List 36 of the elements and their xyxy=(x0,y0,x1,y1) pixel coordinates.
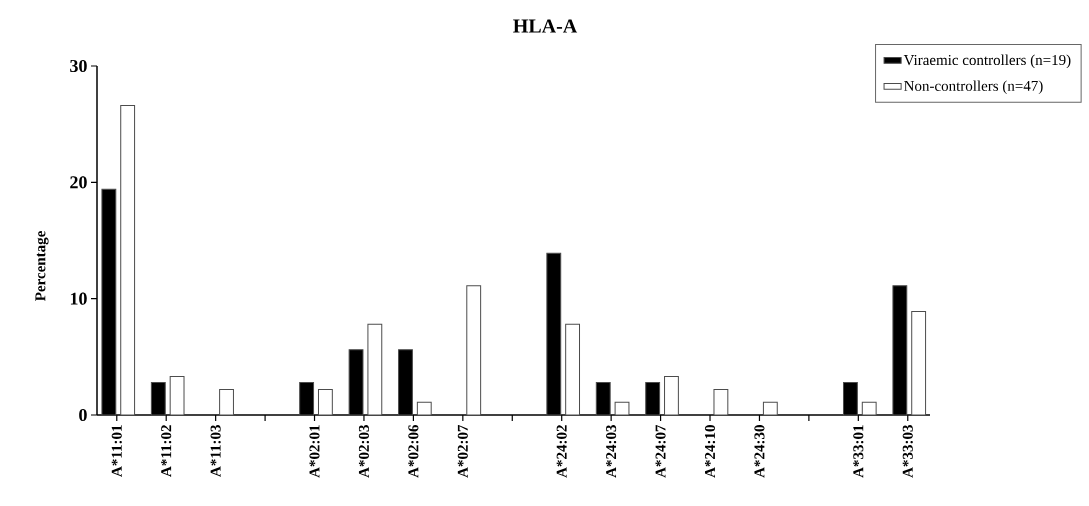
x-tick-label: A*24:30 xyxy=(754,425,765,478)
y-tick-label: 30 xyxy=(70,59,87,73)
bar xyxy=(367,323,383,416)
x-tick-label: A*24:03 xyxy=(606,425,617,478)
x-tick-label: A*02:06 xyxy=(408,424,419,478)
x-tick-label: A*33:03 xyxy=(902,425,913,478)
bar xyxy=(219,388,234,416)
x-tick-label: A*24:02 xyxy=(556,425,567,478)
y-axis-title: Percentage xyxy=(35,231,49,302)
x-tick-label: A*02:01 xyxy=(309,425,320,478)
bar xyxy=(861,401,877,416)
y-tick-label: 20 xyxy=(70,176,87,189)
x-tick-label: A*11:01 xyxy=(111,425,122,477)
y-tick-label: 0 xyxy=(79,408,87,422)
x-tick-label: A*11:03 xyxy=(210,425,221,477)
bar xyxy=(416,401,432,416)
x-tick-label: A*24:07 xyxy=(655,424,666,478)
bar xyxy=(911,310,927,416)
bar xyxy=(317,388,333,416)
bar xyxy=(565,323,581,416)
chart-title: HLA-A xyxy=(513,19,578,33)
bar xyxy=(466,285,482,416)
x-tick-label: A*11:02 xyxy=(161,425,172,477)
bar xyxy=(614,401,630,416)
y-tick-label: 10 xyxy=(70,292,87,305)
legend-label: Non-controllers (n=47) xyxy=(904,80,1043,95)
x-tick-label: A*02:07 xyxy=(457,424,468,478)
x-tick-label: A*33:01 xyxy=(853,425,864,478)
bar xyxy=(713,388,729,416)
legend-label: Viraemic controllers (n=19) xyxy=(903,54,1071,69)
x-tick-label: A*02:03 xyxy=(358,425,370,478)
bar xyxy=(169,376,185,416)
bar xyxy=(120,105,136,416)
bar xyxy=(762,401,778,416)
bar xyxy=(664,376,679,416)
x-tick-label: A*24:10 xyxy=(704,425,716,478)
